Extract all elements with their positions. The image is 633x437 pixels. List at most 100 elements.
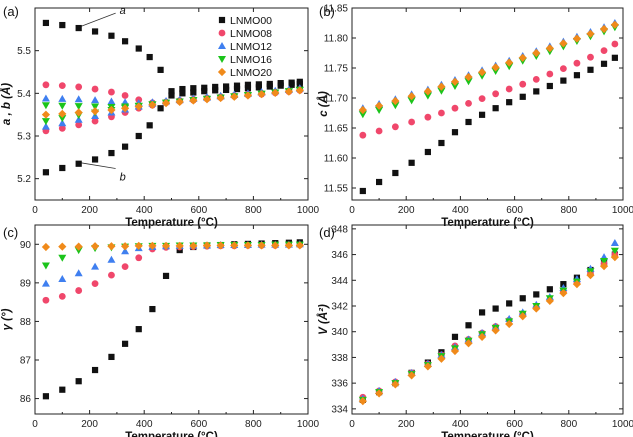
data-point	[74, 269, 83, 277]
data-point	[146, 122, 153, 129]
data-point	[41, 110, 51, 119]
data-point	[148, 100, 157, 109]
data-point	[91, 85, 99, 93]
x-tick-label: 800	[245, 419, 262, 430]
y-tick-label: 11.75	[324, 64, 349, 75]
data-point	[108, 32, 115, 39]
data-point	[179, 90, 186, 97]
data-point	[610, 20, 619, 29]
data-point	[465, 322, 472, 329]
data-point	[559, 289, 568, 298]
data-point	[58, 254, 67, 262]
data-point	[572, 34, 582, 43]
data-point	[423, 92, 432, 100]
data-point	[58, 292, 66, 300]
data-point	[157, 66, 164, 73]
data-point	[120, 242, 130, 251]
data-point	[464, 78, 473, 86]
legend-marker	[218, 16, 226, 24]
data-point	[42, 81, 50, 89]
data-point	[121, 143, 129, 150]
data-point	[465, 118, 472, 126]
data-point	[75, 378, 82, 385]
data-point	[491, 63, 500, 72]
data-point	[295, 241, 304, 250]
data-point	[41, 102, 50, 110]
data-point	[438, 109, 445, 117]
data-point	[59, 164, 66, 172]
data-point	[41, 242, 51, 252]
data-point	[108, 88, 115, 96]
data-point	[90, 107, 100, 116]
data-point	[288, 81, 295, 88]
data-point	[599, 262, 609, 271]
x-tick-label: 0	[349, 419, 355, 430]
data-point	[257, 90, 266, 99]
x-tick-label: 400	[452, 419, 469, 430]
data-point	[202, 241, 212, 250]
data-point	[586, 29, 595, 38]
y-tick-label: 336	[331, 379, 348, 390]
data-point	[610, 253, 619, 262]
data-point	[230, 92, 239, 101]
x-tick-label: 1000	[297, 419, 320, 430]
data-point	[519, 295, 526, 302]
data-point	[587, 53, 594, 61]
data-point	[424, 113, 432, 121]
data-point	[359, 131, 367, 139]
data-point	[179, 85, 186, 93]
data-point	[492, 105, 499, 112]
data-point	[545, 44, 554, 53]
data-point	[42, 19, 50, 27]
y-axis-label: c (Å)	[317, 91, 330, 117]
data-point	[41, 122, 50, 130]
data-point	[492, 90, 500, 98]
x-axis-label: Temperature (°C)	[441, 217, 534, 229]
data-point	[478, 95, 486, 102]
y-tick-label: 5.4	[17, 89, 31, 100]
data-point	[573, 59, 581, 67]
series-lnmo08	[359, 40, 619, 139]
data-point	[91, 103, 100, 111]
x-tick-label: 200	[81, 419, 98, 430]
data-point	[559, 39, 568, 48]
x-tick-label: 0	[349, 205, 355, 216]
data-point	[586, 271, 595, 280]
data-point	[587, 66, 594, 73]
data-point	[451, 129, 459, 136]
data-point	[464, 339, 473, 348]
data-point	[506, 99, 513, 106]
data-point	[478, 111, 486, 118]
data-point	[610, 247, 619, 255]
y-axis-label: a , b (Å)	[0, 83, 13, 125]
data-point	[271, 241, 280, 250]
legend-marker	[218, 56, 226, 63]
x-tick-label: 400	[136, 419, 153, 430]
data-point	[277, 82, 284, 89]
y-axis-label: V (Å²)	[317, 304, 330, 335]
data-point	[58, 109, 67, 118]
data-point	[450, 346, 460, 356]
data-point	[600, 60, 608, 67]
data-point	[560, 77, 567, 84]
data-point	[75, 83, 83, 91]
y-tick-label: 90	[20, 240, 32, 251]
data-point	[91, 262, 100, 270]
data-point	[358, 397, 367, 406]
data-point	[135, 45, 142, 52]
data-point	[518, 53, 527, 62]
data-point	[212, 87, 219, 94]
x-tick-label: 800	[245, 205, 262, 216]
x-tick-label: 1000	[297, 205, 320, 216]
data-point	[519, 93, 526, 100]
y-tick-label: 89	[20, 278, 32, 289]
data-point	[223, 83, 230, 90]
data-point	[505, 58, 514, 67]
data-point	[189, 96, 198, 105]
data-point	[477, 332, 487, 341]
data-point	[135, 254, 143, 262]
data-point	[376, 178, 383, 186]
data-point	[41, 94, 50, 102]
data-point	[546, 70, 554, 78]
series-lnmo12	[358, 19, 619, 112]
